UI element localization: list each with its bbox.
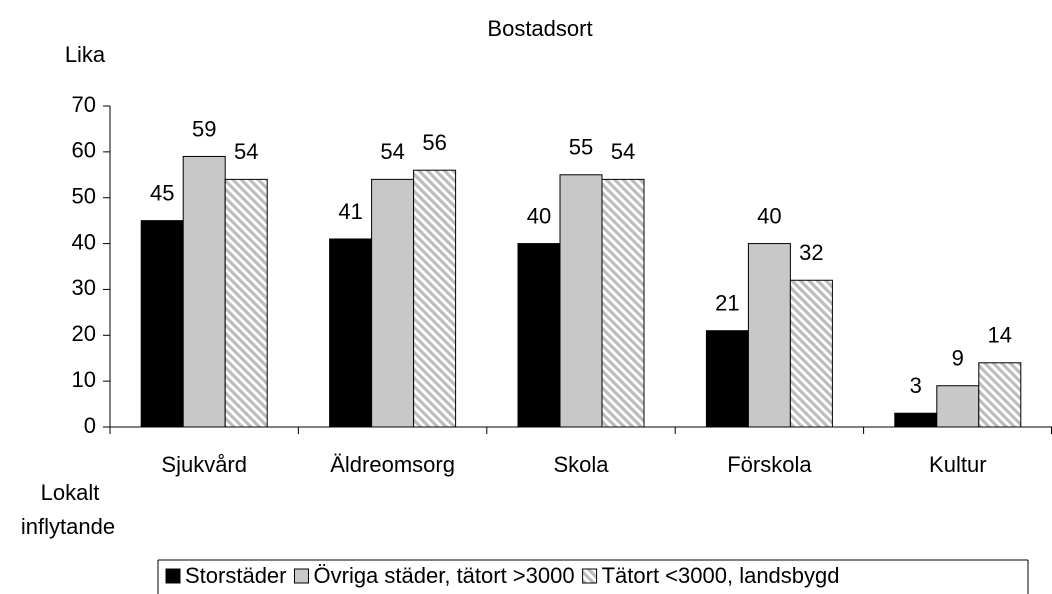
y-tick-label: 70 <box>72 92 96 117</box>
data-label: 59 <box>192 116 216 141</box>
y-tick-label: 20 <box>72 321 96 346</box>
bar <box>936 385 980 428</box>
data-label: 21 <box>715 291 739 316</box>
bar <box>978 362 1022 428</box>
data-label: 32 <box>799 240 823 265</box>
bar <box>224 178 268 428</box>
data-label: 54 <box>380 139 404 164</box>
y-axis-label: Lika <box>65 42 106 67</box>
bar <box>601 178 645 428</box>
y-tick-label: 40 <box>72 229 96 254</box>
data-label: 40 <box>527 203 551 228</box>
x-tick-label: Äldreomsorg <box>330 452 455 477</box>
bar <box>329 238 373 428</box>
data-label: 54 <box>234 139 258 164</box>
x-tick-label: Förskola <box>727 452 812 477</box>
data-label: 3 <box>910 373 922 398</box>
bar <box>182 155 226 428</box>
legend-swatch <box>294 568 309 584</box>
x-tick-label: Sjukvård <box>161 452 247 477</box>
x-tick-label: Kultur <box>929 452 986 477</box>
legend-label: Storstäder <box>185 563 287 588</box>
bar <box>747 243 791 428</box>
data-label: 45 <box>150 180 174 205</box>
chart-title: Bostadsort <box>487 16 592 41</box>
bar <box>559 174 603 428</box>
y-tick-label: 10 <box>72 367 96 392</box>
data-label: 40 <box>757 203 781 228</box>
data-label: 54 <box>611 139 635 164</box>
data-label: 41 <box>338 199 362 224</box>
y-tick-label: 0 <box>84 413 96 438</box>
bar <box>894 412 938 428</box>
y-tick-label: 60 <box>72 138 96 163</box>
y-tick-label: 30 <box>72 275 96 300</box>
x-axis-label: Lokalt <box>41 480 100 505</box>
legend-swatch <box>165 568 181 584</box>
bar <box>413 169 457 428</box>
data-label: 14 <box>988 323 1012 348</box>
bar <box>140 220 184 428</box>
bar <box>517 243 561 428</box>
data-label: 9 <box>952 346 964 371</box>
legend-swatch <box>582 568 598 584</box>
bar <box>371 178 415 428</box>
data-label: 56 <box>422 130 446 155</box>
x-axis-label: inflytande <box>21 514 115 539</box>
legend-label: Tätort <3000, landsbygd <box>602 563 840 588</box>
x-tick-label: Skola <box>553 452 609 477</box>
bar <box>705 330 749 428</box>
data-label: 55 <box>569 135 593 160</box>
bar <box>789 279 833 428</box>
legend-label: Övriga städer, tätort >3000 <box>314 563 575 588</box>
y-tick-label: 50 <box>72 184 96 209</box>
